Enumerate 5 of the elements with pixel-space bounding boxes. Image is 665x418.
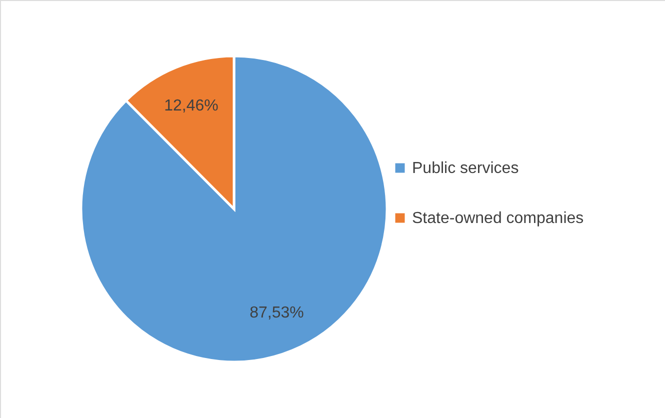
legend-label: State-owned companies — [412, 210, 584, 227]
data-label: 12,46% — [164, 97, 218, 114]
legend-label: Public services — [412, 160, 519, 177]
pie-slice — [80, 54, 388, 364]
data-label: 87,53% — [250, 304, 304, 322]
